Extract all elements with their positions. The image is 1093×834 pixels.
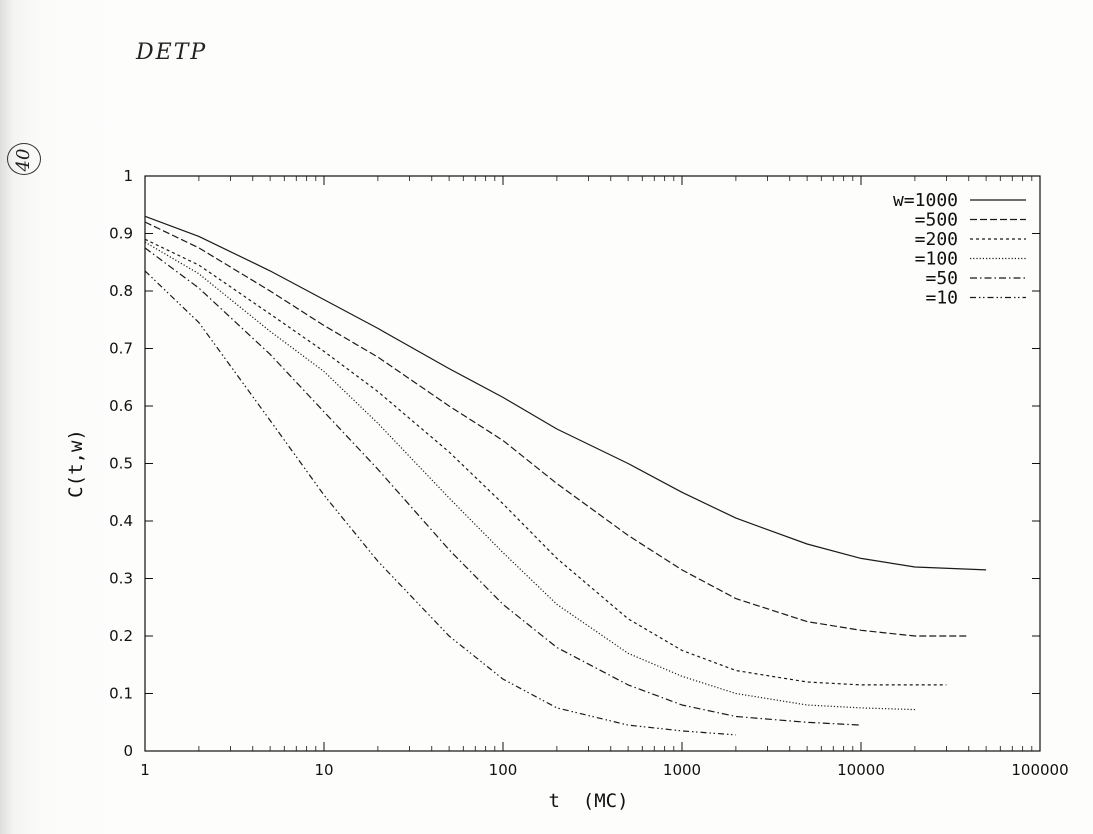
x-tick-label: 100000 [1011, 761, 1068, 779]
y-tick-label: 0.4 [109, 512, 133, 530]
y-tick-label: 0.7 [109, 340, 133, 358]
y-tick-label: 0.6 [109, 397, 133, 415]
y-tick-label: 0.3 [109, 570, 133, 588]
legend-label: =10 [925, 288, 958, 309]
legend-label: =100 [915, 249, 958, 270]
x-tick-label: 100 [489, 761, 518, 779]
series-layer [144, 215, 987, 736]
y-tick-label: 0.1 [109, 685, 133, 703]
plot-frame [144, 175, 1041, 752]
y-tick-label: 0.2 [109, 627, 133, 645]
legend-label: =500 [915, 210, 958, 231]
y-tick-label: 0 [123, 742, 133, 760]
series-line [144, 247, 862, 726]
series-line [144, 241, 915, 711]
legend-label: w=1000 [893, 190, 958, 211]
x-axis-title: t (MC) [548, 790, 628, 812]
y-tick-label: 0.9 [109, 225, 133, 243]
y-tick-label: 0.5 [109, 455, 133, 473]
legend-label: =50 [925, 268, 958, 289]
legend-label: =200 [915, 229, 958, 250]
y-tick-label: 0.8 [109, 282, 133, 300]
y-tick-label: 1 [123, 167, 133, 185]
x-tick-label: 10000 [837, 761, 885, 779]
legend: w=1000=500=200=100=50=10 [893, 190, 1026, 309]
x-tick-label: 10 [314, 761, 333, 779]
axis-ticks: 0 0.1 0.2 0.3 0.4 0.5 0.6 0.7 0.8 0.9 1 1 10 100 1000 1… [109, 167, 1068, 779]
series-line [144, 270, 736, 736]
x-tick-label: 1000 [663, 761, 701, 779]
x-tick-label: 1 [140, 761, 150, 779]
handwritten-note-top: DETP [136, 40, 208, 65]
series-line [144, 238, 947, 686]
series-line [144, 221, 969, 637]
series-line [144, 215, 987, 571]
y-axis-title: C(t,w) [65, 429, 87, 498]
